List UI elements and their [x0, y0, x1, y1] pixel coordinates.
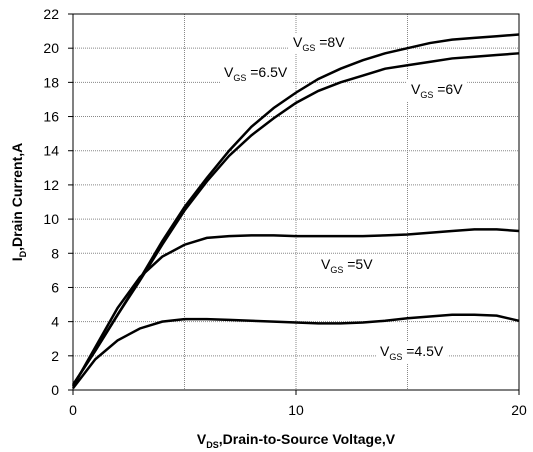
label-sub: GS [420, 90, 433, 100]
line-series [71, 228, 520, 388]
label-rest: =4.5V [402, 343, 444, 359]
y-tick-label: 16 [43, 109, 59, 125]
y-tick-label: 20 [43, 40, 59, 56]
label-sub: GS [330, 265, 343, 275]
label-rest: ,Drain-to-Source Voltage,V [219, 431, 396, 447]
label-rest: =6.5V [246, 64, 288, 80]
label: VGS =5V [321, 256, 373, 275]
y-tick-label: 18 [43, 74, 59, 90]
label-main: V [411, 81, 421, 97]
y-tick-label: 8 [51, 245, 59, 261]
x-tick-label: 10 [288, 402, 304, 418]
y-tick-label: 14 [43, 143, 59, 159]
label-main: V [321, 256, 331, 272]
label-bg [220, 63, 292, 84]
label-bg [407, 80, 468, 101]
label-sub: D [18, 250, 28, 257]
plot-frame [72, 13, 520, 391]
label-main: I [9, 257, 25, 261]
y-tick-label: 4 [51, 314, 59, 330]
label-main: V [380, 343, 390, 359]
label-main: V [293, 34, 303, 50]
y-tick-label: 22 [43, 6, 59, 22]
x-tick-label: 20 [511, 402, 527, 418]
label: VGS =4.5V [380, 343, 444, 362]
y-tick-label: 12 [43, 177, 59, 193]
label-main: V [224, 64, 234, 80]
label-bg [317, 255, 378, 276]
label-rest: =5V [343, 256, 373, 272]
label-sub: GS [302, 43, 315, 53]
label-sub: GS [389, 352, 402, 362]
label-bg [289, 33, 350, 54]
label-main: V [197, 431, 207, 447]
label: VGS =6V [411, 81, 463, 100]
label-sub: GS [233, 73, 246, 83]
label-sub: DS [206, 440, 219, 450]
label: VDS,Drain-to-Source Voltage,V [197, 431, 396, 450]
y-tick-label: 6 [51, 279, 59, 295]
label-bg [376, 342, 448, 363]
y-tick-label: 2 [51, 348, 59, 364]
label: VGS =8V [293, 34, 345, 53]
line-series [71, 52, 520, 386]
label: ID,Drain Current,A [9, 143, 28, 262]
label-rest: =6V [433, 81, 463, 97]
y-tick-label: 0 [51, 382, 59, 398]
y-tick-label: 10 [43, 211, 59, 227]
label-rest: ,Drain Current,A [9, 143, 25, 251]
label: VGS =6.5V [224, 64, 288, 83]
label-rest: =8V [315, 34, 345, 50]
line-series [72, 313, 520, 390]
x-tick-label: 0 [69, 402, 77, 418]
